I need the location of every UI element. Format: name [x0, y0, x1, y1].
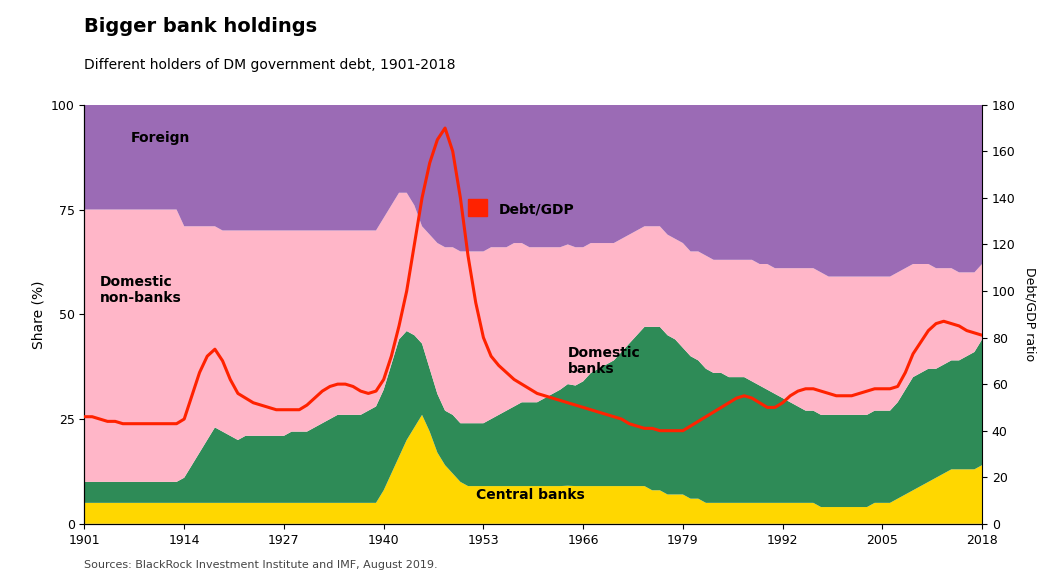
Text: Bigger bank holdings: Bigger bank holdings: [84, 17, 318, 37]
FancyBboxPatch shape: [468, 199, 487, 216]
Text: Debt/GDP: Debt/GDP: [498, 203, 574, 217]
Text: Different holders of DM government debt, 1901-2018: Different holders of DM government debt,…: [84, 58, 456, 72]
Y-axis label: Debt/GDP ratio: Debt/GDP ratio: [1023, 267, 1037, 361]
Y-axis label: Share (%): Share (%): [32, 280, 45, 349]
Text: Sources: BlackRock Investment Institute and IMF, August 2019.: Sources: BlackRock Investment Institute …: [84, 560, 438, 570]
Text: Domestic
banks: Domestic banks: [568, 346, 641, 376]
Text: Domestic
non-banks: Domestic non-banks: [100, 275, 182, 305]
Text: Foreign: Foreign: [131, 132, 190, 146]
Text: Central banks: Central banks: [476, 488, 584, 502]
